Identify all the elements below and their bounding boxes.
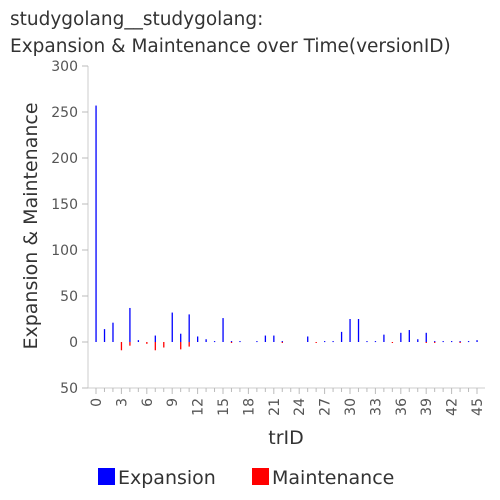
expansion-bar	[434, 341, 436, 343]
x-tick-label: 27	[318, 398, 334, 416]
expansion-bar	[459, 341, 461, 343]
expansion-bar	[137, 340, 140, 342]
expansion-bar	[374, 341, 377, 343]
expansion-bar	[222, 318, 224, 342]
expansion-bar	[357, 319, 360, 342]
y-tick-label: 200	[51, 151, 78, 167]
expansion-bar	[197, 336, 199, 342]
x-tick-label: 15	[216, 398, 232, 416]
x-axis-title: trID	[268, 427, 304, 449]
x-tick-label: 30	[343, 398, 359, 416]
x-tick-label: 45	[470, 398, 486, 416]
legend-label: Maintenance	[272, 467, 394, 489]
expansion-bar	[349, 319, 351, 342]
legend-item-maintenance: Maintenance	[252, 467, 394, 489]
x-tick-label: 6	[140, 398, 156, 407]
y-tick-label: 50	[60, 381, 78, 397]
expansion-bar	[95, 105, 97, 342]
y-tick-label: 150	[51, 197, 78, 213]
chart-title-line-1: studygolang__studygolang:	[10, 9, 264, 30]
series-maintenance	[120, 342, 461, 351]
expansion-bar	[273, 335, 275, 342]
x-tick-label: 36	[394, 398, 410, 416]
expansion-bar	[324, 341, 326, 343]
maintenance-bar	[180, 342, 182, 350]
expansion-bar	[476, 340, 478, 342]
x-tick-label: 3	[114, 398, 130, 407]
expansion-bar	[332, 341, 334, 343]
maintenance-bar	[459, 342, 461, 343]
expansion-bar	[467, 341, 470, 343]
y-tick-label: 100	[51, 243, 78, 259]
expansion-bar	[171, 312, 173, 342]
x-tick-label: 24	[292, 398, 308, 416]
maintenance-bar	[391, 342, 394, 343]
expansion-bar	[230, 341, 233, 343]
maintenance-bar	[281, 342, 283, 343]
y-tick-label: 0	[69, 335, 78, 351]
expansion-bar	[180, 333, 182, 342]
expansion-bar	[112, 322, 114, 342]
expansion-bar	[417, 339, 419, 342]
chart-title: studygolang__studygolang: Expansion & Ma…	[10, 6, 451, 60]
maintenance-bar	[315, 342, 317, 343]
maintenance-bar	[154, 342, 156, 351]
expansion-bar	[264, 335, 267, 342]
x-tick-label: 12	[191, 398, 207, 416]
y-tick-label: 250	[51, 105, 78, 121]
x-axis: 0 3 6 9 12 15 18 21 24 27 30 33 36 39 42 45	[88, 387, 486, 416]
maintenance-bar	[188, 342, 190, 347]
maintenance-bar	[146, 342, 148, 344]
x-tick-label: 33	[368, 398, 384, 416]
expansion-bar	[383, 334, 385, 342]
x-tick-label: 39	[419, 398, 435, 416]
x-tick-label: 9	[165, 398, 181, 407]
expansion-bar	[425, 332, 427, 342]
legend-swatch	[252, 468, 269, 485]
y-axis-title: Expansion & Maintenance	[20, 102, 42, 349]
expansion-bar	[205, 339, 207, 342]
expansion-bar	[307, 336, 309, 342]
maintenance-bar	[120, 342, 123, 351]
legend: Expansion Maintenance	[98, 467, 394, 489]
expansion-bar	[281, 341, 283, 343]
maintenance-bar	[425, 342, 427, 343]
expansion-bar	[154, 335, 156, 342]
expansion-bar	[129, 307, 131, 342]
bars-layer	[95, 105, 478, 351]
maintenance-bar	[230, 342, 233, 343]
expansion-bar	[451, 341, 453, 343]
expansion-bar	[340, 331, 343, 342]
expansion-bar	[408, 330, 410, 342]
series-expansion	[95, 105, 478, 343]
chart-title-line-2: Expansion & Maintenance over Time(versio…	[10, 36, 451, 57]
y-tick-label: 300	[51, 59, 78, 75]
y-tick-label: 50	[60, 289, 78, 305]
x-tick-label: 18	[241, 398, 257, 416]
expansion-bar	[103, 329, 106, 342]
expansion-bar	[366, 341, 368, 343]
x-tick-label: 21	[267, 398, 283, 416]
expansion-bar	[239, 341, 241, 343]
expansion-bar	[256, 341, 258, 343]
maintenance-bar	[129, 342, 131, 346]
expansion-bar	[188, 314, 190, 342]
x-tick-label: 42	[445, 398, 461, 416]
expansion-bar	[213, 341, 216, 343]
x-tick-label: 0	[89, 398, 105, 407]
legend-label: Expansion	[118, 467, 216, 489]
expansion-bar	[400, 332, 402, 342]
maintenance-bar	[434, 342, 436, 343]
legend-item-expansion: Expansion	[98, 467, 216, 489]
maintenance-bar	[163, 342, 165, 348]
expansion-bar	[442, 341, 444, 343]
legend-swatch	[98, 468, 115, 485]
y-axis: 300 250 200 150 100 50 0 50	[51, 59, 89, 397]
